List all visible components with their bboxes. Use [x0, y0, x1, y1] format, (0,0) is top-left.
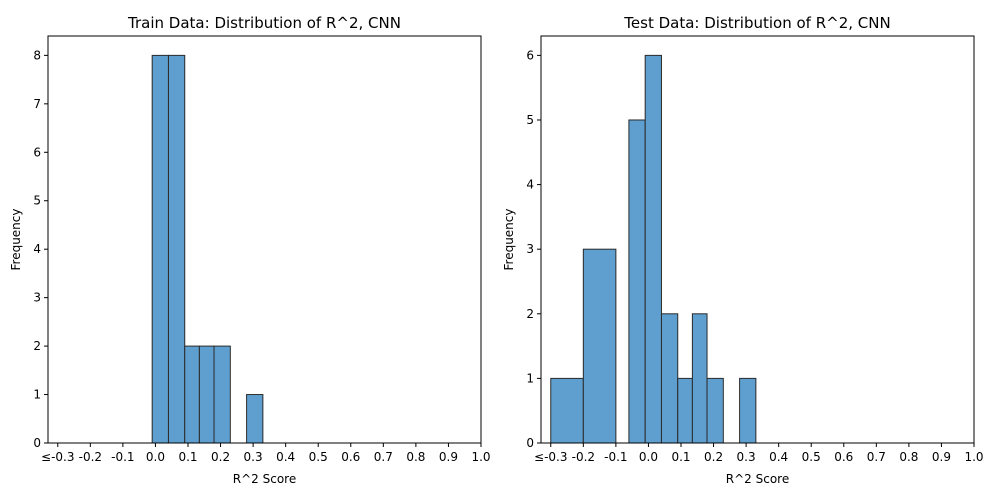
train-x-tick-label-0: ≤-0.3: [41, 450, 74, 464]
train-x-tick-label-2: -0.1: [111, 450, 134, 464]
test-y-tick-label-2: 2: [526, 307, 534, 321]
test-bar-6: [691, 313, 708, 444]
test-x-tick-label-3: 0.0: [639, 450, 658, 464]
train-y-tick-label-0: 0: [33, 436, 41, 450]
test-x-tick-label-12: 0.9: [932, 450, 951, 464]
train-y-tick-label-7: 7: [33, 97, 41, 111]
train-x-axis-label: R^2 Score: [233, 472, 296, 486]
train-chart-title: Train Data: Distribution of R^2, CNN: [127, 14, 401, 32]
train-y-tick-label-5: 5: [33, 194, 41, 208]
train-bar-0: [151, 54, 169, 444]
test-x-tick-label-6: 0.3: [737, 450, 756, 464]
test-chart: ≤-0.3 -0.2 -0.1 0.0 0.1 0.2 0.3 0.4 0.5 0.6 0.7 0.8…: [502, 14, 984, 486]
test-y-tick-label-3: 3: [526, 242, 534, 256]
test-y-tick-label-6: 6: [526, 48, 534, 62]
test-x-tick-label-2: -0.1: [604, 450, 627, 464]
train-bar-4: [213, 345, 231, 444]
train-y-tick-label-8: 8: [33, 48, 41, 62]
train-axes-frame: [47, 35, 482, 444]
test-x-tick-label-11: 0.8: [899, 450, 918, 464]
test-x-tick-label-13: 1.0: [964, 450, 983, 464]
train-y-tick-label-6: 6: [33, 145, 41, 159]
test-y-tick-label-4: 4: [526, 178, 534, 192]
test-y-tick-label-0: 0: [526, 436, 534, 450]
train-x-tick-label-9: 0.6: [341, 450, 360, 464]
test-bar-7: [706, 377, 724, 444]
test-x-tick-label-10: 0.7: [867, 450, 886, 464]
train-y-tick-label-4: 4: [33, 242, 41, 256]
test-x-tick-label-5: 0.2: [704, 450, 723, 464]
train-x-tick-label-4: 0.1: [178, 450, 197, 464]
train-x-tick-label-10: 0.7: [374, 450, 393, 464]
train-x-tick-label-3: 0.0: [146, 450, 165, 464]
train-x-tick-label-13: 1.0: [471, 450, 490, 464]
train-bar-5: [246, 394, 264, 444]
test-x-tick-label-8: 0.5: [802, 450, 821, 464]
train-y-tick-label-1: 1: [33, 388, 41, 402]
test-bar-3: [644, 54, 662, 444]
train-chart: ≤-0.3 -0.2 -0.1 0.0 0.1 0.2 0.3 0.4 0.5 0.6 0.7 0.8…: [9, 14, 491, 486]
test-x-tick-label-0: ≤-0.3: [534, 450, 567, 464]
train-bar-1: [167, 54, 186, 444]
train-y-axis-label: Frequency: [9, 209, 23, 271]
test-bar-5: [677, 377, 693, 444]
test-x-tick-label-1: -0.2: [572, 450, 595, 464]
test-bar-8: [739, 377, 757, 444]
test-x-tick-label-9: 0.6: [834, 450, 853, 464]
test-y-tick-label-5: 5: [526, 113, 534, 127]
test-y-tick-label-1: 1: [526, 371, 534, 385]
train-x-tick-label-7: 0.4: [276, 450, 295, 464]
train-x-tick-label-11: 0.8: [406, 450, 425, 464]
train-y-tick-label-2: 2: [33, 339, 41, 353]
train-bar-2: [184, 345, 200, 444]
test-chart-title: Test Data: Distribution of R^2, CNN: [623, 14, 890, 32]
test-bar-4: [660, 313, 679, 444]
test-y-axis-label: Frequency: [502, 209, 516, 271]
test-x-tick-label-7: 0.4: [769, 450, 788, 464]
train-y-tick-label-3: 3: [33, 291, 41, 305]
train-bar-3: [198, 345, 215, 444]
train-x-tick-label-6: 0.3: [244, 450, 263, 464]
train-x-tick-label-5: 0.2: [211, 450, 230, 464]
test-bar-0: [550, 377, 584, 444]
train-x-tick-label-1: -0.2: [79, 450, 102, 464]
test-axes-frame: [540, 35, 975, 444]
train-x-tick-label-8: 0.5: [309, 450, 328, 464]
train-x-tick-label-12: 0.9: [439, 450, 458, 464]
test-x-axis-label: R^2 Score: [726, 472, 789, 486]
test-x-tick-label-4: 0.1: [671, 450, 690, 464]
test-bar-2: [628, 119, 646, 444]
test-bar-1: [582, 248, 617, 444]
